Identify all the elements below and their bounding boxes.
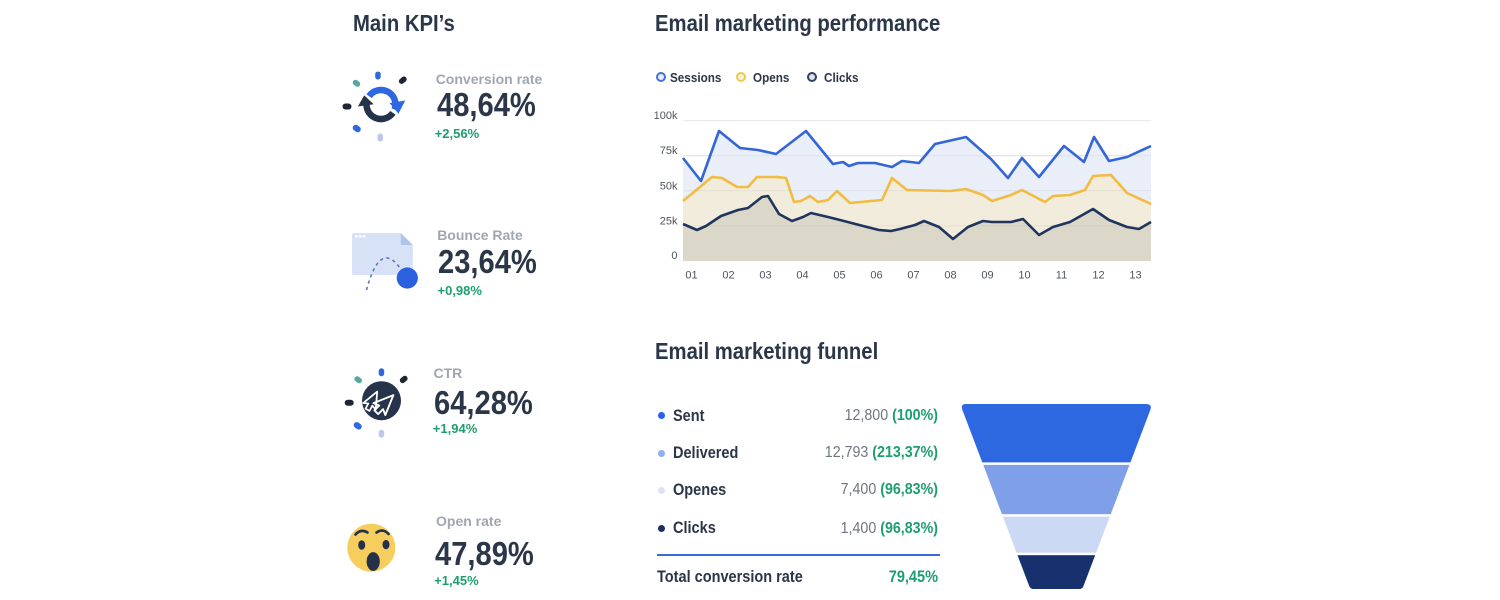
- svg-text:01: 01: [685, 270, 697, 282]
- svg-text:13: 13: [1129, 270, 1141, 282]
- svg-text:11: 11: [1056, 270, 1067, 282]
- svg-text:06: 06: [870, 270, 882, 282]
- svg-text:07: 07: [907, 270, 919, 282]
- svg-text:03: 03: [759, 270, 771, 282]
- svg-text:09: 09: [981, 270, 993, 282]
- svg-text:12: 12: [1092, 270, 1104, 282]
- svg-text:25k: 25k: [660, 216, 678, 228]
- svg-text:50k: 50k: [660, 180, 678, 192]
- svg-text:05: 05: [833, 270, 845, 282]
- svg-text:02: 02: [722, 270, 734, 282]
- svg-text:04: 04: [796, 270, 808, 282]
- svg-text:08: 08: [944, 270, 956, 282]
- svg-text:0: 0: [671, 250, 677, 262]
- svg-text:75k: 75k: [660, 145, 678, 157]
- svg-text:10: 10: [1018, 270, 1030, 282]
- svg-text:100k: 100k: [654, 110, 678, 122]
